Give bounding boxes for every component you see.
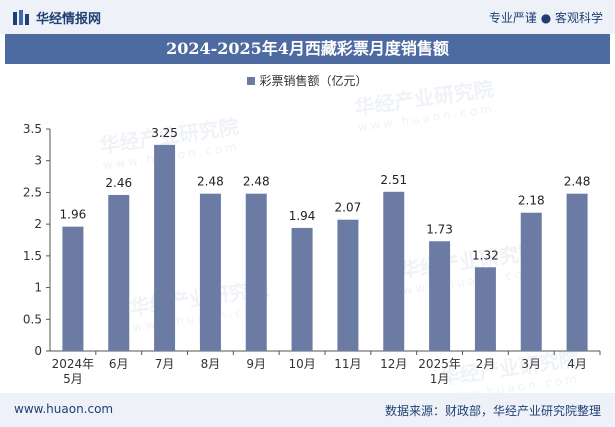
data-label: 2.48 (564, 175, 591, 189)
data-label: 2.46 (105, 176, 132, 190)
logo-text: 华经情报网 (36, 12, 102, 27)
bar (429, 241, 451, 351)
footer: www.huaon.com 数据来源：财政部，华经产业研究院整理 (0, 393, 615, 427)
bar (337, 219, 359, 351)
y-tick-label: 3 (34, 154, 42, 168)
data-label: 1.96 (60, 208, 87, 222)
data-label: 1.94 (289, 209, 316, 223)
data-label: 1.73 (426, 222, 453, 236)
x-tick-label: 4月 (567, 357, 587, 371)
bar (154, 144, 176, 351)
x-tick-label: 11月 (334, 357, 361, 371)
bar (108, 194, 130, 351)
footer-source: 数据来源：财政部，华经产业研究院整理 (384, 404, 601, 418)
data-label: 2.48 (197, 175, 224, 189)
bar (245, 193, 267, 351)
data-label: 2.48 (243, 175, 270, 189)
data-label: 2.51 (380, 173, 407, 187)
bar (474, 267, 496, 351)
x-tick-label: 7月 (155, 357, 175, 371)
y-tick-label: 0 (34, 344, 42, 358)
legend-label: 彩票销售额（亿元） (259, 74, 368, 88)
data-label: 1.32 (472, 248, 499, 262)
data-label: 2.18 (518, 194, 545, 208)
y-tick-label: 2 (34, 217, 42, 231)
y-tick-label: 1 (34, 281, 42, 295)
x-tick-label: 8月 (201, 357, 221, 371)
top-banner: 华经情报网 专业严谨 ● 客观科学 (0, 0, 615, 34)
title-bar: 2024-2025年4月西藏彩票月度销售额 (5, 34, 610, 64)
x-tick-label: 3月 (521, 357, 541, 371)
y-tick-label: 1.5 (23, 249, 42, 263)
x-tick-label: 10月 (288, 357, 315, 371)
bar (62, 226, 84, 351)
bar (520, 212, 542, 351)
legend: 彩票销售额（亿元） (0, 72, 615, 89)
logo: 华经情报网 (12, 8, 101, 27)
x-tick-label: 2月 (476, 357, 496, 371)
x-tick-label: 6月 (109, 357, 129, 371)
x-tick-label: 5月 (63, 372, 83, 386)
bar (291, 227, 313, 351)
y-tick-label: 0.5 (23, 312, 42, 326)
logo-icon (13, 9, 29, 25)
bar (383, 191, 405, 351)
chart-title: 2024-2025年4月西藏彩票月度销售额 (166, 39, 449, 58)
data-label: 2.07 (335, 201, 362, 215)
tagline: 专业严谨 ● 客观科学 (488, 11, 603, 25)
x-tick-label: 2024年 (52, 357, 95, 371)
y-tick-label: 2.5 (23, 185, 42, 199)
bar (199, 193, 221, 351)
data-label: 3.25 (151, 126, 178, 140)
x-tick-label: 2025年 (418, 357, 461, 371)
x-tick-label: 12月 (380, 357, 407, 371)
bar (566, 193, 588, 351)
x-tick-label: 1月 (430, 372, 450, 386)
footer-website: www.huaon.com (14, 402, 114, 416)
x-tick-label: 9月 (246, 357, 266, 371)
legend-swatch (247, 76, 256, 85)
y-tick-label: 3.5 (23, 122, 42, 136)
